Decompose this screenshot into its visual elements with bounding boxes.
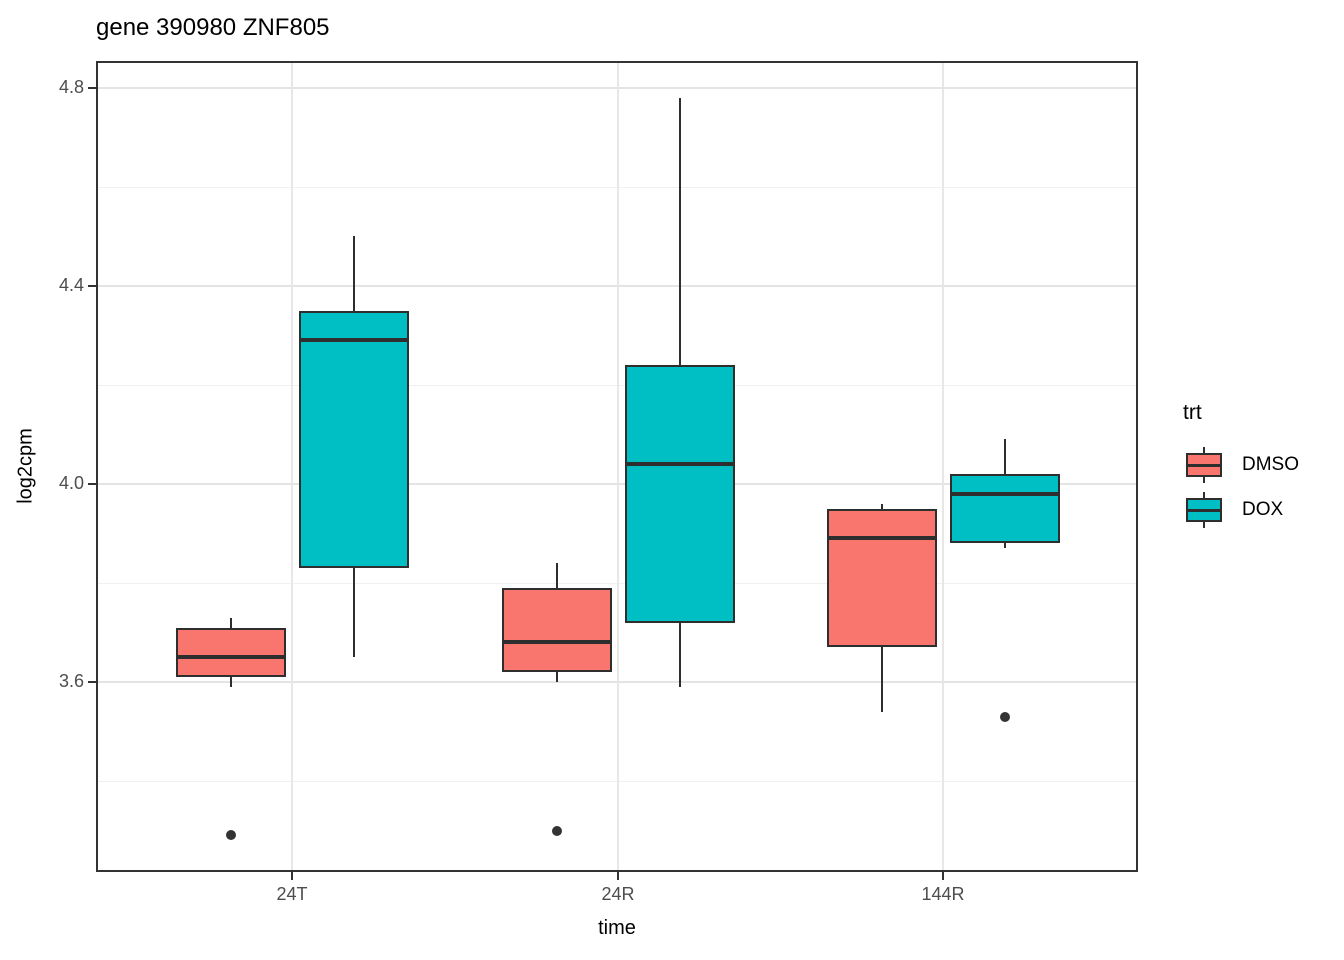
- box-lower-whisker: [229, 677, 232, 687]
- box-median-line: [826, 536, 937, 540]
- x-tick-label: 144R: [921, 884, 965, 904]
- y-tick-label: 4.0: [58, 473, 84, 493]
- outlier-point: [551, 826, 562, 836]
- y-axis-tick-mark: [88, 681, 96, 683]
- box-median-line: [624, 462, 735, 466]
- box-lower-whisker: [1003, 543, 1006, 548]
- gridline-major-vertical: [291, 63, 293, 870]
- box-upper-whisker: [352, 236, 355, 311]
- gridline-major-vertical: [942, 63, 944, 870]
- x-tick-label: 24R: [601, 884, 635, 904]
- box-rect-dmso: [826, 509, 937, 647]
- box-upper-whisker: [555, 563, 558, 588]
- gridline-major-vertical: [617, 63, 619, 870]
- legend-key-median: [1186, 464, 1222, 467]
- box-upper-whisker: [1003, 439, 1006, 474]
- legend-entry-label: DOX: [1242, 499, 1284, 520]
- y-tick-label: 3.6: [58, 671, 84, 691]
- box-upper-whisker: [880, 504, 883, 509]
- box-lower-whisker: [555, 672, 558, 682]
- box-median-line: [175, 655, 286, 659]
- box-rect-dmso: [501, 588, 612, 672]
- x-tick-label: 24T: [276, 884, 308, 904]
- box-median-line: [949, 492, 1060, 496]
- y-axis-tick-mark: [88, 87, 96, 89]
- chart-title: gene 390980 ZNF805: [96, 14, 330, 41]
- y-axis-tick-mark: [88, 483, 96, 485]
- outlier-point: [999, 712, 1010, 722]
- y-tick-label: 4.4: [58, 275, 84, 295]
- legend-title: trt: [1183, 401, 1202, 424]
- x-axis-tick-mark: [617, 872, 619, 880]
- box-lower-whisker: [352, 568, 355, 657]
- box-upper-whisker: [229, 618, 232, 628]
- outlier-point: [225, 830, 236, 840]
- box-lower-whisker: [678, 623, 681, 687]
- y-tick-label: 4.8: [58, 77, 84, 97]
- y-axis-tick-mark: [88, 285, 96, 287]
- box-median-line: [501, 640, 612, 644]
- box-upper-whisker: [678, 98, 681, 365]
- box-rect-dox: [624, 365, 735, 623]
- legend-key-median: [1186, 509, 1222, 512]
- box-rect-dmso: [175, 628, 286, 677]
- box-lower-whisker: [880, 647, 883, 712]
- legend-entry-label: DMSO: [1242, 454, 1299, 475]
- x-axis-title: time: [598, 917, 636, 939]
- box-rect-dox: [949, 474, 1060, 543]
- box-rect-dox: [298, 311, 409, 568]
- x-axis-tick-mark: [942, 872, 944, 880]
- plot-panel-border: [96, 61, 1138, 872]
- box-median-line: [298, 338, 409, 342]
- x-axis-tick-mark: [291, 872, 293, 880]
